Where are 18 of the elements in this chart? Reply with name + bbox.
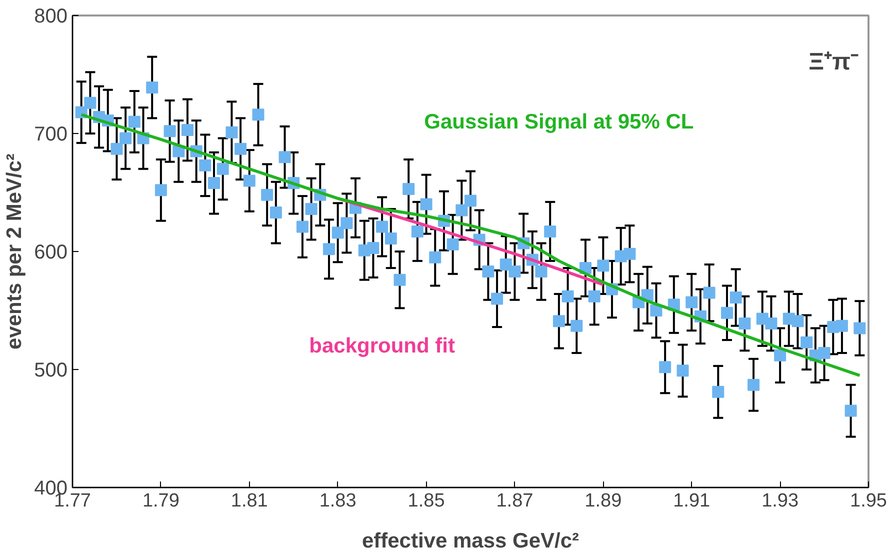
y-tick-label: 800 <box>34 6 68 28</box>
text: Gaussian Signal at 95% CL <box>424 110 694 134</box>
y-axis-title: events per 2 MeV/c² <box>3 153 26 350</box>
x-tick-label: 1.91 <box>673 490 710 512</box>
y-tick-label: 700 <box>34 124 68 146</box>
y-tick-label: 500 <box>34 360 68 382</box>
x-tick-label: 1.89 <box>584 490 622 512</box>
x-tick-label: 1.79 <box>142 490 180 512</box>
x-tick-label: 1.95 <box>850 490 887 512</box>
annotation: Ξ⁺π⁻ <box>808 48 859 76</box>
x-tick-label: 1.87 <box>496 490 534 512</box>
y-tick-label: 600 <box>34 242 68 264</box>
x-tick-label: 1.85 <box>408 490 445 512</box>
x-tick-label: 1.81 <box>230 490 268 512</box>
x-axis-title: effective mass GeV/c² <box>362 530 580 552</box>
x-tick-label: 1.83 <box>319 490 356 512</box>
text: background fit <box>309 334 455 358</box>
x-tick-label: 1.93 <box>762 490 799 512</box>
